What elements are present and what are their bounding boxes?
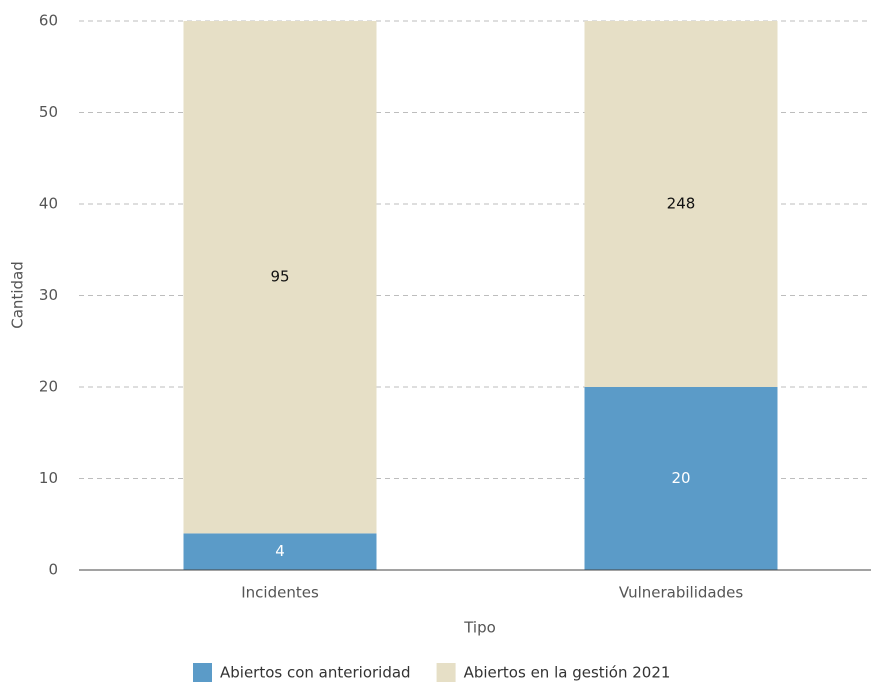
x-axis-title: Tipo	[463, 619, 496, 637]
x-tick-label: Incidentes	[241, 584, 319, 602]
data-label: 95	[270, 268, 289, 286]
legend-label: Abiertos en la gestión 2021	[464, 664, 671, 682]
bar-segment	[584, 387, 778, 570]
legend-swatch	[193, 663, 212, 682]
labels: 0 10 20 30 40 50 60 Incidentes 4 95 Vulnerabilidad…	[39, 12, 871, 682]
bar-segment	[584, 21, 778, 387]
bar-segment	[183, 533, 377, 570]
data-label: 248	[667, 195, 696, 213]
bar-segment	[183, 21, 377, 534]
y-axis-title: Cantidad	[9, 261, 27, 328]
legend-label: Abiertos con anterioridad	[220, 664, 411, 682]
data-label: 20	[671, 469, 690, 487]
y-tick-label: 50	[39, 103, 58, 121]
y-tick-label: 20	[39, 378, 58, 396]
bars	[183, 21, 778, 570]
y-tick-label: 60	[39, 12, 58, 30]
y-tick-label: 40	[39, 195, 58, 213]
data-label: 4	[275, 542, 285, 560]
legend-swatch	[436, 663, 456, 682]
y-tick-label: 30	[39, 286, 58, 304]
y-tick-label: 10	[39, 469, 58, 487]
y-tick-label: 0	[48, 561, 58, 579]
x-tick-label: Vulnerabilidades	[619, 584, 743, 602]
